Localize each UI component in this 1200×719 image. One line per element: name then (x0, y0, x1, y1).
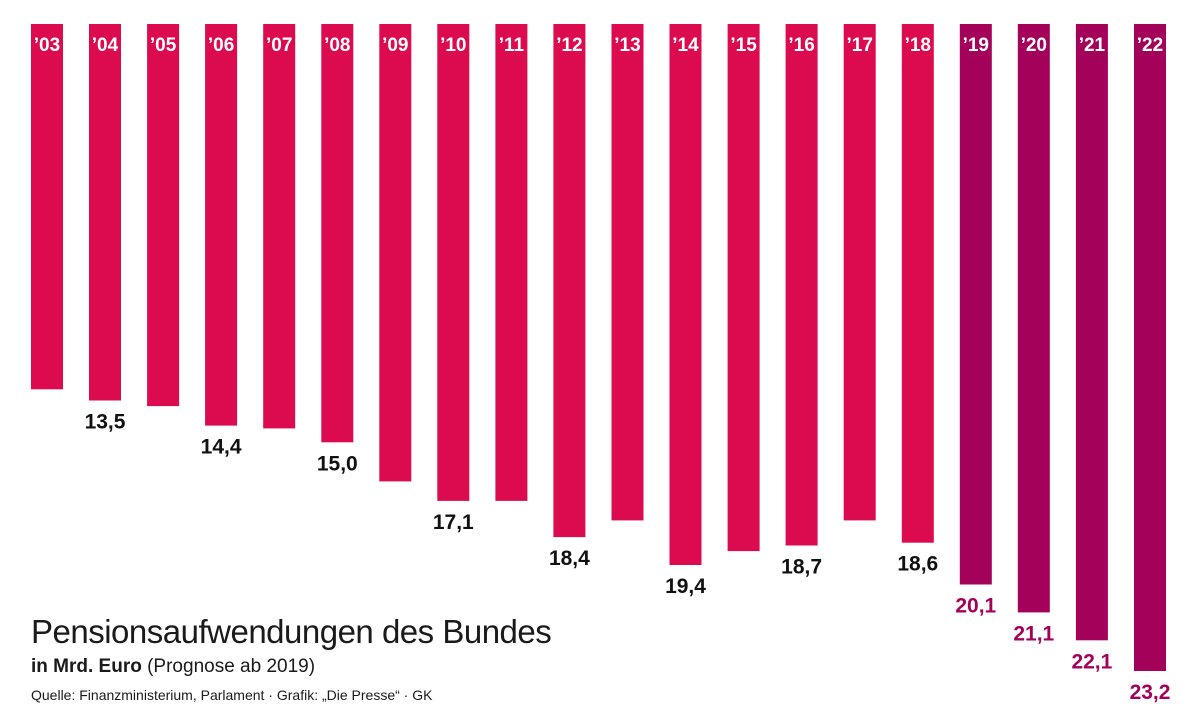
bar-06 (205, 24, 238, 426)
year-label: ’15 (730, 35, 757, 56)
year-label: ’13 (614, 35, 640, 56)
year-label: ’09 (382, 35, 408, 56)
value-label: 13,5 (85, 411, 126, 434)
unit-label: in Mrd. Euro (31, 656, 142, 677)
bar-15 (727, 24, 760, 552)
bar-10 (437, 24, 470, 501)
bar-16 (785, 24, 818, 546)
bar-19 (959, 24, 992, 585)
value-label: 19,4 (665, 575, 706, 598)
bar-05 (147, 24, 180, 407)
bar-22 (1134, 24, 1166, 671)
year-label: ’05 (150, 35, 177, 56)
year-label: ’20 (1021, 35, 1047, 56)
year-label: ’03 (34, 35, 60, 56)
bar-13 (611, 24, 644, 521)
year-label: ’22 (1137, 35, 1163, 56)
bar-03 (31, 24, 63, 390)
chart-subtitle: in Mrd. Euro (Prognose ab 2019) (31, 654, 631, 680)
bar-20 (1017, 24, 1050, 613)
bar-21 (1075, 24, 1108, 641)
year-label: ’11 (499, 35, 525, 56)
bar-18 (901, 24, 934, 543)
value-label: 22,1 (1071, 650, 1112, 673)
year-label: ’08 (324, 35, 350, 56)
forecast-note: (Prognose ab 2019) (147, 656, 316, 677)
year-label: ’10 (440, 35, 466, 56)
bar-07 (263, 24, 296, 429)
bar-04 (89, 24, 121, 401)
bar-08 (321, 24, 354, 443)
value-label: 14,4 (201, 436, 242, 459)
value-label: 17,1 (433, 511, 474, 534)
value-label: 23,2 (1130, 681, 1171, 704)
year-label: ’14 (672, 35, 699, 56)
year-label: ’21 (1079, 35, 1106, 56)
source-credit: Quelle: Finanzministerium, Parlament · G… (31, 687, 433, 703)
value-label: 20,1 (955, 595, 996, 618)
year-label: ’18 (905, 35, 931, 56)
value-label: 21,1 (1013, 622, 1054, 645)
value-label: 18,4 (549, 547, 590, 570)
bar-12 (553, 24, 586, 538)
year-label: ’06 (208, 35, 234, 56)
value-label: 18,7 (781, 556, 822, 579)
year-label: ’04 (92, 35, 119, 56)
bar-11 (495, 24, 528, 501)
title-block: Pensionsaufwendungen des Bundes in Mrd. … (31, 612, 631, 680)
bar-17 (843, 24, 876, 521)
bar-09 (379, 24, 412, 482)
value-label: 15,0 (317, 452, 358, 475)
chart-title: Pensionsaufwendungen des Bundes (31, 613, 552, 650)
year-label: ’12 (556, 35, 582, 56)
year-label: ’16 (788, 35, 814, 56)
value-label: 18,6 (897, 553, 938, 576)
year-label: ’19 (963, 35, 989, 56)
year-label: ’07 (266, 35, 292, 56)
year-label: ’17 (846, 35, 872, 56)
bar-14 (669, 24, 702, 565)
